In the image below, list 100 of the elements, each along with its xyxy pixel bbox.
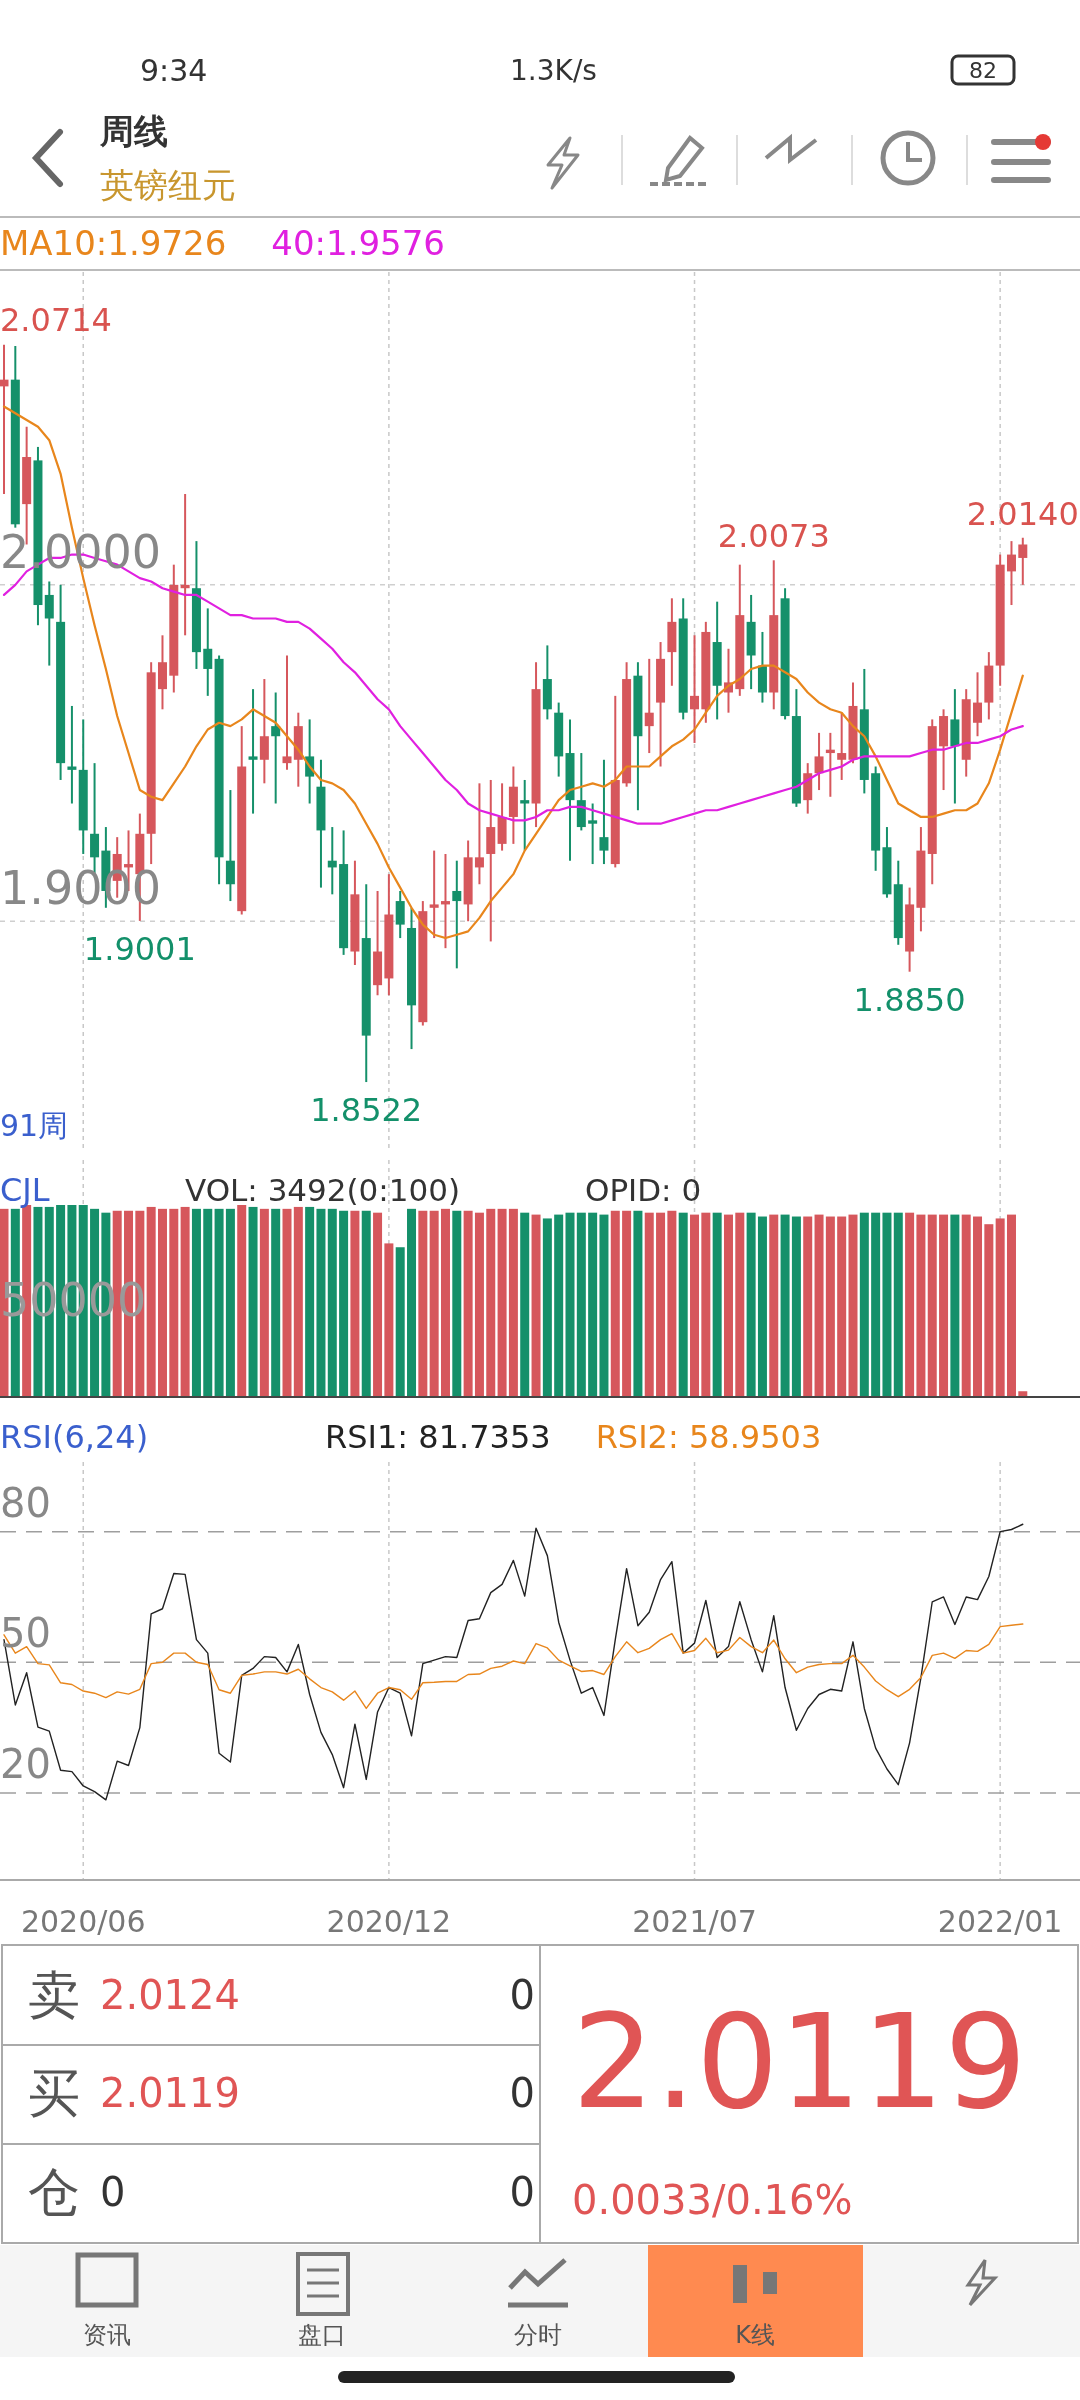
text: 2.0119 <box>100 2070 240 2116</box>
text: 0 <box>509 2169 535 2215</box>
bar <box>916 1214 926 1397</box>
annotation: 1.8850 <box>853 980 966 1019</box>
bar <box>701 1212 711 1397</box>
bar <box>531 1214 541 1397</box>
bar <box>214 1208 224 1397</box>
text: 仓 <box>28 2162 80 2222</box>
text: RSI2: 58.9503 <box>595 1418 822 1456</box>
bar <box>146 1206 156 1397</box>
text: 资讯 <box>83 2321 131 2349</box>
annotation: 1.8522 <box>310 1091 423 1130</box>
text: 盘口 <box>298 2321 346 2349</box>
bar <box>259 1208 269 1397</box>
bar <box>225 1208 235 1397</box>
bar <box>191 1208 201 1397</box>
bar <box>237 1205 247 1397</box>
x-tick-label: 2020/12 <box>326 1903 452 1939</box>
bar <box>565 1212 575 1397</box>
bar <box>327 1208 337 1397</box>
annotation: 50000 <box>0 1273 147 1327</box>
text: 0 <box>100 2169 126 2215</box>
bar <box>339 1210 349 1397</box>
x-tick-label: 2020/06 <box>20 1903 146 1939</box>
text: 买 <box>28 2063 80 2123</box>
bar <box>1006 1214 1016 1397</box>
annotation: 91周 <box>0 1107 69 1143</box>
bar <box>520 1212 530 1397</box>
bar <box>882 1212 892 1397</box>
bar <box>157 1208 167 1397</box>
bar <box>667 1210 677 1397</box>
bar <box>622 1210 632 1397</box>
bar <box>893 1212 903 1397</box>
bar <box>757 1216 767 1397</box>
bar <box>939 1214 949 1397</box>
bar <box>429 1210 439 1397</box>
bar <box>961 1214 971 1397</box>
bar <box>407 1208 417 1397</box>
bar <box>474 1212 484 1397</box>
annotation: OPID: 0 <box>585 1172 702 1208</box>
text: MA10:1.9726 <box>0 223 227 263</box>
bar <box>690 1214 700 1397</box>
bar <box>440 1208 450 1397</box>
annotation: 2.0140 <box>966 494 1079 533</box>
bar <box>995 1218 1005 1397</box>
bar <box>203 1208 213 1397</box>
bar <box>293 1206 303 1397</box>
y-tick-label: 50 <box>0 1610 51 1657</box>
annotation: 2.0714 <box>0 301 112 339</box>
bar <box>837 1216 847 1397</box>
text: 0.0033/0.16% <box>572 2177 853 2223</box>
bar <box>803 1216 813 1397</box>
bar <box>282 1208 292 1397</box>
text: 0 <box>509 2070 535 2116</box>
bar <box>678 1212 688 1397</box>
annotation: VOL: 3492(0:100) <box>185 1172 461 1208</box>
bar <box>735 1212 745 1397</box>
bar <box>542 1218 552 1397</box>
bar <box>316 1208 326 1397</box>
bar <box>463 1210 473 1397</box>
bar <box>271 1208 281 1397</box>
bar <box>599 1214 609 1397</box>
text: 卖 <box>28 1965 80 2025</box>
text: RSI1: 81.7353 <box>325 1418 551 1456</box>
text: 2.0119 <box>572 1986 1027 2138</box>
chart-title: CJL <box>0 1171 50 1209</box>
bar <box>723 1214 733 1397</box>
bar <box>791 1216 801 1397</box>
text: 82 <box>969 57 997 83</box>
bar <box>588 1212 598 1397</box>
bar <box>169 1208 179 1397</box>
bar <box>395 1247 405 1397</box>
bar <box>905 1212 915 1397</box>
bar <box>769 1214 779 1397</box>
bar <box>746 1212 756 1397</box>
bar <box>656 1212 666 1397</box>
bar <box>418 1210 428 1397</box>
bar <box>384 1243 394 1397</box>
bar <box>859 1212 869 1397</box>
bar <box>984 1224 994 1397</box>
bar <box>576 1212 586 1397</box>
bar <box>248 1206 258 1397</box>
text: 分时 <box>514 2321 562 2349</box>
text: 9:34 <box>140 52 208 88</box>
text: 40:1.9576 <box>271 223 445 263</box>
annotation: 1.9001 <box>83 929 196 968</box>
text: 英镑纽元 <box>100 165 236 205</box>
bar <box>508 1208 518 1397</box>
bar <box>350 1210 360 1397</box>
bar <box>486 1208 496 1397</box>
bar <box>927 1214 937 1397</box>
bar <box>825 1216 835 1397</box>
bar <box>973 1216 983 1397</box>
text: K线 <box>735 2321 775 2349</box>
bar <box>633 1210 643 1397</box>
text: 2.0124 <box>100 1972 240 2018</box>
bar <box>871 1212 881 1397</box>
bar <box>644 1212 654 1397</box>
bar <box>497 1208 507 1397</box>
text: 周线 <box>99 111 168 151</box>
